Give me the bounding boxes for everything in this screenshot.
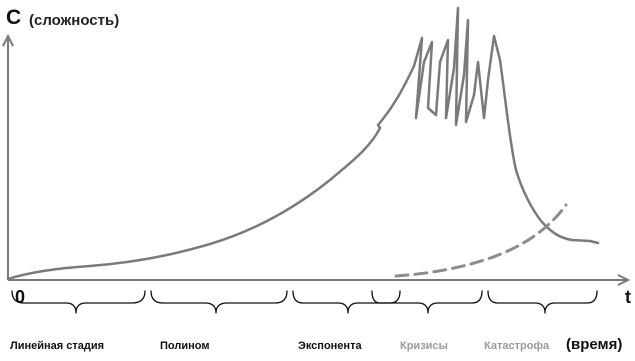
brace-catastrophe [487, 290, 598, 314]
dashed-recovery-curve [394, 203, 568, 278]
x-axis-letter: t [625, 287, 631, 307]
complexity-curve [6, 6, 600, 281]
phase-label-exponent: Экспонента [298, 340, 362, 352]
brace-polynom [150, 290, 288, 314]
phase-label-crises: Кризисы [400, 340, 448, 352]
y-axis-letter: C [6, 6, 22, 29]
brace-exponent [292, 290, 401, 314]
x-axis-arrow [617, 274, 631, 286]
y-axis-arrow [2, 33, 14, 47]
brace-crises [371, 290, 483, 314]
x-axis-label: (время) [566, 336, 623, 353]
phase-label-polynom: Полином [160, 340, 210, 352]
phase-label-catastrophe: Катастрофа [484, 340, 550, 352]
phase-label-linear: Линейная стадия [10, 340, 105, 352]
x-axis-origin: 0 [15, 287, 26, 307]
brace-linear [11, 290, 146, 314]
y-axis-label: (сложность) [29, 12, 120, 29]
